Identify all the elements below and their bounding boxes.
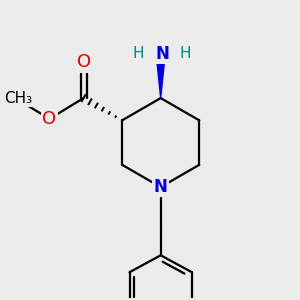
Text: O: O xyxy=(76,53,91,71)
Text: O: O xyxy=(42,110,56,128)
Polygon shape xyxy=(156,55,165,98)
Text: N: N xyxy=(155,45,169,63)
Text: H: H xyxy=(179,46,191,61)
Text: H: H xyxy=(133,46,144,61)
Text: N: N xyxy=(154,178,168,196)
Text: CH₃: CH₃ xyxy=(4,91,32,106)
